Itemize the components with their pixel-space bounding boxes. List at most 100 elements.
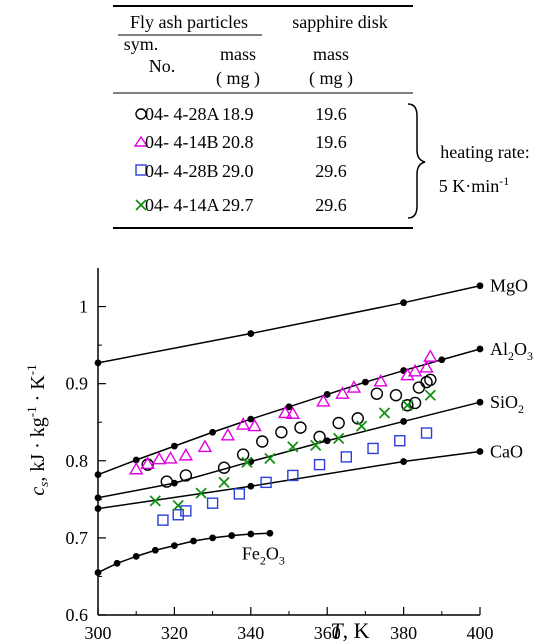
heating-rate-value: 5 K·min-1 — [439, 174, 510, 196]
table-row: 04- 4-28B 29.0 29.6 — [135, 161, 347, 181]
reference-line — [97, 450, 481, 510]
cross-point — [218, 476, 230, 489]
reference-lines — [94, 282, 484, 576]
square-point — [287, 469, 299, 482]
square-point — [180, 505, 192, 517]
square-point — [420, 427, 433, 439]
axes: 300 320 340 360 380 400 0.6 0.7 0.8 0.9 1 — [66, 268, 494, 643]
reference-point — [400, 299, 407, 307]
y-tick-label: 0.7 — [66, 528, 89, 548]
reference-point — [209, 428, 217, 436]
x-axis-label: T, K — [330, 618, 369, 643]
circle-marker-icon — [135, 108, 147, 120]
cross-point — [172, 499, 184, 512]
circle-point — [217, 461, 231, 474]
cross-point — [264, 452, 276, 465]
triangle-point — [277, 405, 293, 419]
cross-point — [287, 441, 299, 453]
triangle-point — [140, 456, 155, 470]
triangle-point — [423, 349, 438, 362]
triangle-marker-icon — [133, 135, 149, 147]
row-number: 04- 4-28B — [145, 161, 219, 181]
mass-unit-header: ( mg ) — [216, 68, 260, 89]
line-label: Fe2O3 — [242, 543, 285, 567]
square-point — [233, 488, 246, 500]
sapphire-mass-header: mass — [313, 44, 349, 64]
row-sapphire-mass: 29.6 — [315, 195, 347, 215]
square-point — [206, 497, 219, 509]
y-tick-label: 1 — [79, 297, 88, 317]
reference-point — [438, 356, 446, 364]
reference-point — [247, 530, 255, 538]
y-tick-label: 0.9 — [66, 374, 89, 394]
group-header: Fly ash particles — [130, 12, 248, 32]
square-point — [260, 476, 272, 489]
triangle-point — [163, 451, 178, 464]
sapphire-header: sapphire disk — [292, 12, 387, 32]
row-mass: 20.8 — [222, 132, 254, 152]
right-brace-icon — [407, 103, 426, 219]
reference-point — [400, 458, 407, 465]
row-mass: 29.0 — [222, 161, 254, 181]
reference-point — [362, 378, 369, 386]
circle-point — [408, 396, 422, 410]
circle-point — [294, 421, 307, 434]
row-sapphire-mass: 29.6 — [315, 161, 347, 181]
triangle-point — [235, 417, 251, 430]
table-row: 04- 4-28A 18.9 19.6 — [135, 104, 347, 124]
reference-point — [94, 471, 102, 479]
circle-point — [332, 416, 345, 430]
y-tick-label: 0.8 — [66, 451, 89, 471]
circle-point — [389, 389, 403, 402]
cross-point — [195, 487, 207, 499]
reference-point — [171, 542, 178, 549]
triangle-point — [151, 451, 167, 465]
row-number: 04- 4-14B — [145, 132, 219, 152]
data-points — [128, 349, 438, 526]
mass-header: mass — [220, 44, 256, 64]
cross-point — [241, 456, 253, 468]
circle-point — [256, 435, 269, 448]
cross-point — [355, 420, 368, 432]
row-mass: 18.9 — [222, 104, 254, 124]
reference-line — [97, 532, 270, 574]
reference-point — [266, 529, 274, 537]
circle-point — [236, 448, 250, 461]
reference-point — [228, 532, 236, 539]
reference-point — [247, 415, 255, 423]
line-label: CaO — [490, 442, 523, 462]
reference-point — [209, 534, 217, 542]
reference-point — [171, 442, 178, 450]
reference-point — [476, 345, 484, 353]
cross-point — [424, 389, 436, 401]
x-tick-label: 380 — [390, 623, 417, 643]
square-point — [340, 451, 352, 463]
legend-table: Fly ash particles sapphire disk sym. No.… — [113, 5, 530, 229]
reference-point — [476, 398, 484, 406]
reference-point — [132, 456, 140, 464]
triangle-point — [373, 373, 388, 387]
y-axis-label: cs, kJ · kg-1 · K-1 — [24, 364, 51, 495]
triangle-point — [220, 427, 236, 441]
x-tick-label: 360 — [314, 623, 341, 643]
triangle-point — [197, 439, 213, 453]
circle-point — [424, 373, 437, 387]
cross-marker-icon — [135, 199, 147, 211]
circle-point — [351, 412, 364, 425]
sapphire-unit-header: ( mg ) — [309, 68, 353, 89]
reference-point — [247, 330, 255, 337]
reference-point — [94, 505, 102, 512]
reference-point — [285, 403, 293, 411]
heating-rate-label: heating rate: — [440, 142, 529, 162]
x-tick-label: 400 — [467, 623, 494, 643]
no-header: No. — [149, 56, 176, 76]
row-sapphire-mass: 19.6 — [315, 132, 347, 152]
reference-point — [247, 482, 255, 490]
reference-point — [113, 559, 121, 567]
triangle-point — [316, 393, 331, 407]
circle-point — [160, 475, 173, 488]
reference-point — [476, 448, 484, 455]
chart: 300 320 340 360 380 400 0.6 0.7 0.8 0.9 1 MgO Al2O3… — [24, 268, 533, 643]
row-sapphire-mass: 19.6 — [315, 104, 347, 124]
circle-point — [275, 426, 288, 439]
